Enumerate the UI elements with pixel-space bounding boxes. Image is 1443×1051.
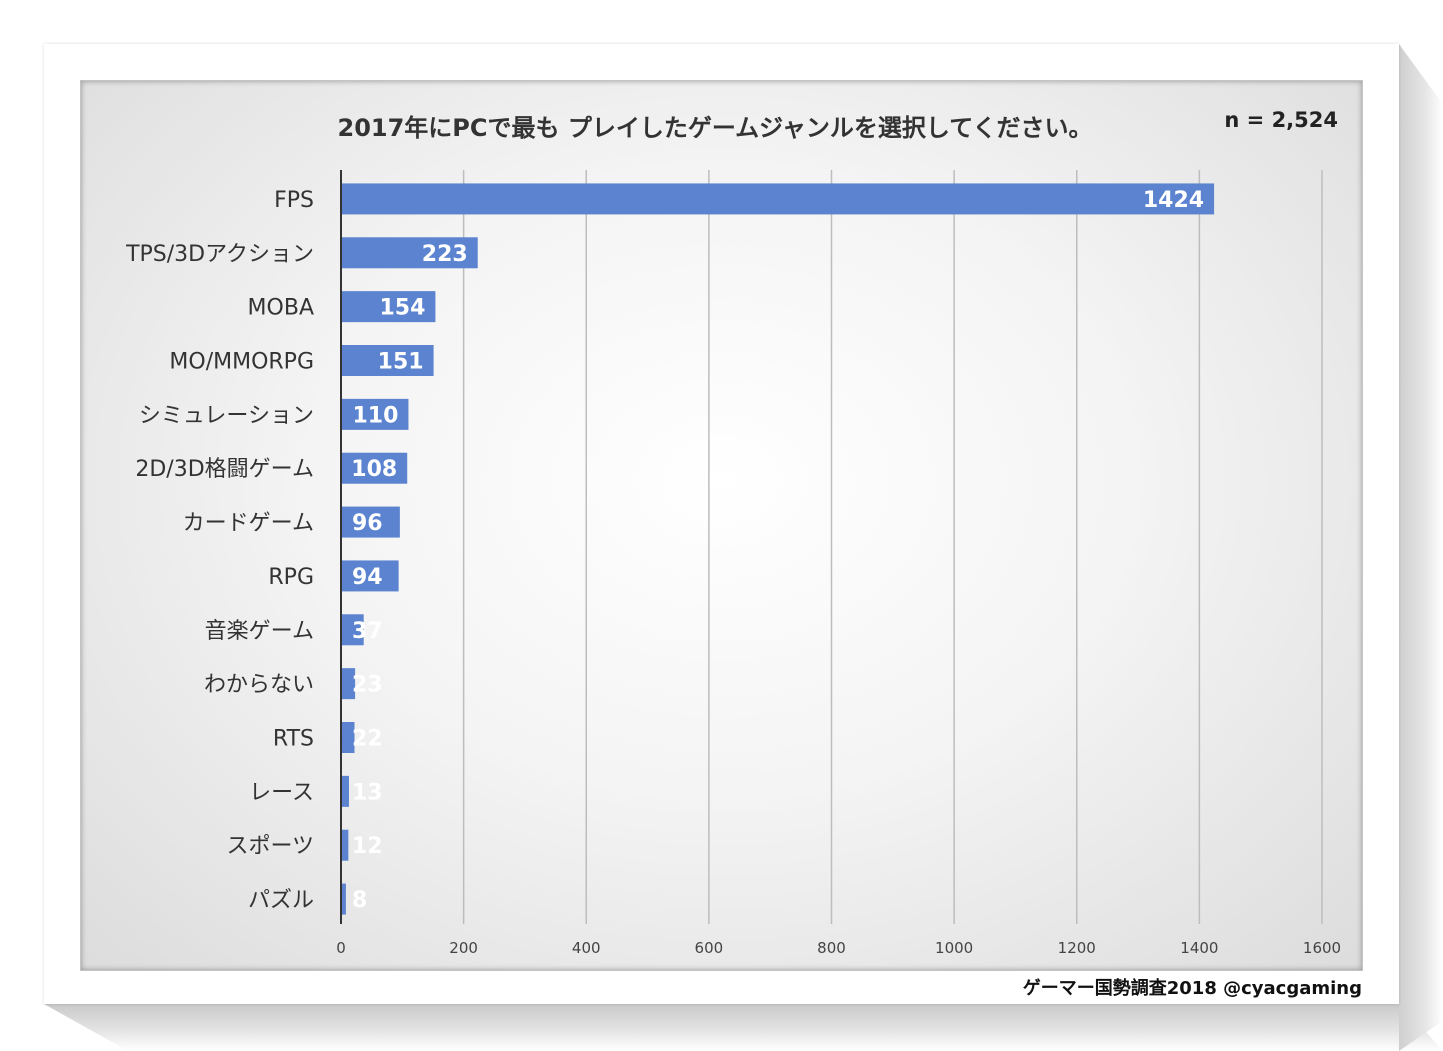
bar [341,398,409,430]
value-label: 154 [379,296,425,321]
value-label: 108 [351,457,397,482]
category-label: RPG [268,565,314,590]
bar [341,668,356,700]
category-label: パズル [248,888,314,913]
bar [341,560,399,592]
chart-title: 2017年にPCで最も プレイしたゲームジャンルを選択してください。 [337,114,1093,142]
category-label: レース [249,780,314,805]
value-label: 12 [352,834,383,859]
x-tick-label: 400 [572,939,601,957]
bar [341,183,1215,215]
frame-shadow-right [1399,44,1443,1051]
x-tick-label: 0 [336,939,346,957]
category-label: シミュレーション [139,403,314,428]
sample-size-label: n = 2,524 [1224,108,1338,132]
bar [341,614,364,646]
bar [341,291,436,323]
value-label: 94 [352,565,383,590]
x-tick-label: 800 [817,939,846,957]
value-label: 8 [352,888,367,913]
bar [341,883,346,915]
category-label: MOBA [248,296,314,321]
bar [341,775,349,807]
category-label: カードゲーム [183,511,314,536]
x-tick-label: 1000 [935,939,973,957]
x-tick-label: 1400 [1180,939,1218,957]
bar [341,722,355,753]
category-label: FPS [274,188,314,213]
bar [341,345,434,376]
category-label: わからない [204,673,314,698]
frame-shadow-bottom [44,1004,1443,1051]
x-tick-label: 1600 [1303,939,1341,957]
x-tick-label: 600 [695,939,724,957]
category-label: スポーツ [226,834,314,859]
value-label: 1424 [1143,188,1204,213]
x-tick-label: 1200 [1058,939,1096,957]
value-label: 96 [352,511,383,536]
category-label: 音楽ゲーム [205,619,314,644]
source-credit: ゲーマー国勢調査2018 @cyacgaming [1022,978,1362,999]
bar [341,452,408,484]
value-label: 22 [352,727,383,752]
category-label: MO/MMORPG [169,350,314,375]
bar [341,506,400,538]
category-label: RTS [273,727,314,752]
x-tick-label: 200 [449,939,478,957]
value-label: 223 [422,242,468,267]
bar [341,237,478,269]
category-label: TPS/3Dアクション [125,242,314,267]
value-label: 110 [353,403,399,428]
value-label: 151 [378,350,424,375]
chart-panel [80,80,1363,971]
value-label: 37 [352,619,383,644]
bar [341,829,349,861]
category-label: 2D/3D格闘ゲーム [135,457,314,482]
value-label: 23 [352,673,383,698]
value-label: 13 [352,780,383,805]
